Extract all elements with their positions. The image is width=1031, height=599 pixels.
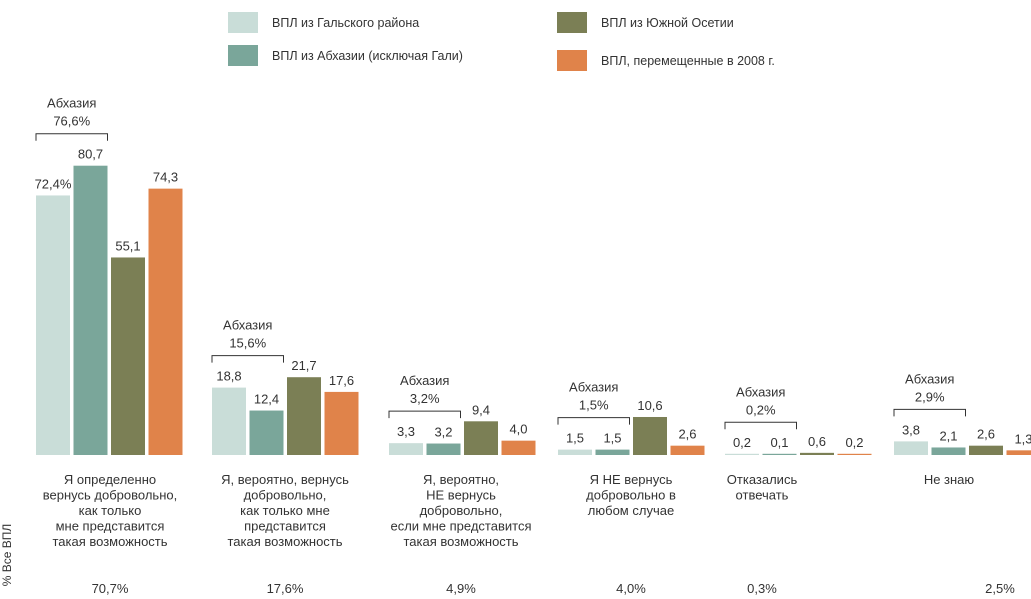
value-label-s2-g4: 1,5 [603,431,621,446]
bar-s2-g1 [73,165,108,456]
value-label-s2-g3: 3,2 [434,425,452,440]
total-label-3: 4,9% [446,581,476,596]
bar-s3-g1 [111,257,145,455]
category-label-2: Я, вероятно, вернусь добровольно, как толь… [221,472,349,549]
bar-s3-g5 [800,452,834,455]
bar-s3-g2 [287,377,321,455]
bar-s2-g2 [249,410,284,455]
bar-s4-g3 [501,440,536,455]
bar-s2-g5 [762,453,797,455]
abkhazia-label-3: Абхазия [400,373,449,388]
abkhazia-bracket-6 [893,408,966,417]
abkhazia-label-4: Абхазия [569,380,618,395]
abkhazia-label-2: Абхазия [223,318,272,333]
bar-s2-g4 [595,449,630,455]
bar-s1-g5 [725,453,759,455]
value-label-s1-g5: 0,2 [733,435,751,450]
bar-s2-g6 [931,447,966,455]
value-label-s2-g2: 12,4 [254,392,279,407]
abkhazia-value-3: 3,2% [410,391,440,406]
abkhazia-value-1: 76,6% [53,114,90,129]
abkhazia-value-2: 15,6% [229,336,266,351]
abkhazia-bracket-5 [724,421,797,430]
value-label-s3-g4: 10,6 [637,398,662,413]
abkhazia-label-5: Абхазия [736,384,785,399]
category-label-5: Отказались отвечать [727,472,798,503]
bar-s4-g6 [1006,450,1031,455]
bar-s3-g3 [464,421,498,455]
legend-label-2: ВПЛ из Абхазии (исключая Гали) [272,49,463,63]
bar-s3-g4 [633,416,667,455]
legend-swatch-3 [557,12,587,33]
value-label-s3-g1: 55,1 [115,238,140,253]
value-label-s3-g5: 0,6 [808,434,826,449]
total-label-5: 0,3% [747,581,777,596]
total-label-1: 70,7% [92,581,129,596]
abkhazia-bracket-4 [557,417,630,425]
value-label-s1-g6: 3,8 [902,422,920,437]
bar-s3-g6 [969,445,1003,455]
bar-s1-g3 [389,443,423,455]
value-label-s3-g6: 2,6 [977,427,995,442]
abkhazia-value-6: 2,9% [915,389,945,404]
value-label-s1-g3: 3,3 [397,424,415,439]
value-label-s4-g1: 74,3 [153,170,178,185]
bar-s4-g5 [837,453,872,455]
category-label-3: Я, вероятно, НЕ вернусь добровольно, если м… [390,472,531,549]
bar-s1-g6 [894,441,928,455]
legend-swatch-4 [557,50,587,71]
category-label-1: Я определенно вернусь добровольно, как тол… [43,472,177,549]
abkhazia-bracket-3 [388,410,461,419]
value-label-s2-g6: 2,1 [939,428,957,443]
value-label-s2-g1: 80,7 [78,147,103,162]
value-label-s4-g5: 0,2 [845,435,863,450]
total-label-6: 2,5% [985,581,1015,596]
value-label-s4-g4: 2,6 [678,427,696,442]
value-label-s4-g3: 4,0 [509,422,527,437]
legend-label-1: ВПЛ из Гальского района [272,16,419,30]
abkhazia-label-6: Абхазия [905,371,954,386]
value-label-s1-g2: 18,8 [216,369,241,384]
total-label-2: 17,6% [267,581,304,596]
legend-label-4: ВПЛ, перемещенные в 2008 г. [601,54,775,68]
value-label-s2-g5: 0,1 [770,435,788,450]
value-label-s3-g3: 9,4 [472,402,490,417]
total-label-4: 4,0% [616,581,646,596]
legend-swatch-2 [228,45,258,66]
y-axis-label: % Все ВПЛ [0,524,14,587]
value-label-s4-g2: 17,6 [329,373,354,388]
legend-label-3: ВПЛ из Южной Осетии [601,16,734,30]
bar-s1-g4 [558,449,592,455]
bar-s2-g3 [426,443,461,455]
value-label-s1-g1: 72,4% [35,176,72,191]
bar-s1-g1 [36,195,70,456]
bar-s4-g2 [324,391,359,455]
abkhazia-value-5: 0,2% [746,402,776,417]
value-label-s4-g6: 1,3 [1014,431,1031,446]
category-label-6: Не знаю [924,472,975,487]
abkhazia-label-1: Абхазия [47,96,96,111]
value-label-s1-g4: 1,5 [566,431,584,446]
abkhazia-bracket-2 [211,355,284,363]
abkhazia-bracket-1 [35,133,108,141]
value-label-s3-g2: 21,7 [291,358,316,373]
abkhazia-value-4: 1,5% [579,398,609,413]
bar-s1-g2 [212,387,246,455]
bar-s4-g4 [670,445,705,455]
legend-swatch-1 [228,12,258,33]
category-label-4: Я НЕ вернусь добровольно в любом случае [586,472,676,518]
bar-s4-g1 [148,188,183,455]
